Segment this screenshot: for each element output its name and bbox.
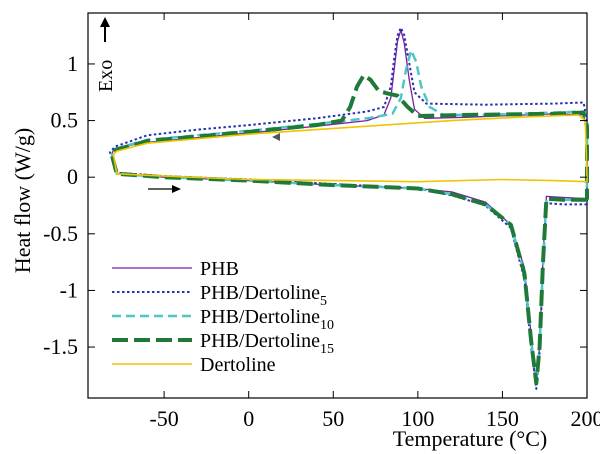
plot-border xyxy=(87,12,588,399)
ticks-layer: -50 0 50 100 150 200 1 0.5 0 -0.5 -1 -1.5 xyxy=(43,13,600,431)
series-line-5 xyxy=(112,114,588,183)
plot-frame xyxy=(87,12,588,399)
legend-label-4: PHB/Dertoline15 xyxy=(200,330,334,357)
legend-label-1: PHB xyxy=(200,258,239,280)
x-axis-label: Temperature (°C) xyxy=(393,426,547,451)
legend-label-2: PHB/Dertoline5 xyxy=(200,282,327,309)
x-tick-label: 150 xyxy=(486,406,519,431)
y-tick-label: 0.5 xyxy=(51,108,79,133)
y-tick-label: -0.5 xyxy=(43,221,78,246)
x-tick-label: -50 xyxy=(149,406,178,431)
legend-label-5: Dertoline xyxy=(200,354,276,376)
series-layer xyxy=(109,26,589,390)
y-tick-label: -1.5 xyxy=(43,334,78,359)
heating-arrowhead xyxy=(172,185,181,193)
series-line-1 xyxy=(111,29,588,384)
annotation-layer: Exo xyxy=(95,17,280,193)
legend: PHBPHB/Dertoline5PHB/Dertoline10PHB/Dert… xyxy=(112,258,334,376)
cooling-arrowhead xyxy=(272,133,280,141)
y-tick-label: -1 xyxy=(60,277,78,302)
exo-arrowhead xyxy=(100,17,110,27)
y-tick-label: 0 xyxy=(67,164,78,189)
x-tick-label: 0 xyxy=(243,406,254,431)
series-line-3 xyxy=(110,49,589,383)
y-axis-label: Heat flow (W/g) xyxy=(10,128,35,273)
series-line-4 xyxy=(109,73,589,386)
exo-label: Exo xyxy=(95,60,117,92)
x-tick-label: 100 xyxy=(401,406,434,431)
x-tick-label: 50 xyxy=(322,406,344,431)
legend-label-3: PHB/Dertoline10 xyxy=(200,306,334,333)
y-tick-label: 1 xyxy=(67,51,78,76)
x-tick-label: 200 xyxy=(571,406,600,431)
series-line-2 xyxy=(109,26,588,390)
